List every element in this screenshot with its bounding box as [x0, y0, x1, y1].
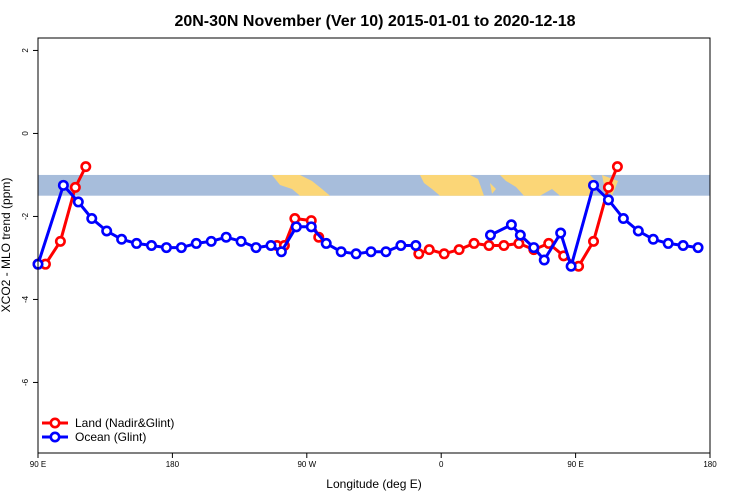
data-point	[335, 246, 347, 258]
data-point	[72, 196, 84, 208]
data-point	[116, 233, 128, 245]
data-point	[365, 246, 377, 258]
data-point	[423, 244, 435, 256]
band-land	[420, 174, 484, 196]
data-point	[528, 242, 540, 254]
y-axis-label: XCO2 - MLO trend (ppm)	[0, 178, 13, 313]
y-tick-label: 2	[21, 48, 30, 53]
data-point	[80, 161, 92, 173]
data-point	[395, 240, 407, 252]
y-tick-label: -2	[21, 212, 30, 220]
legend-item: Ocean (Glint)	[42, 430, 146, 444]
data-point	[438, 248, 450, 260]
data-point	[662, 237, 674, 249]
data-point	[514, 229, 526, 241]
legend-label: Ocean (Glint)	[75, 430, 146, 444]
legend-marker	[49, 431, 61, 443]
data-point	[611, 161, 623, 173]
data-point	[350, 248, 362, 260]
x-tick-label: 180	[703, 460, 717, 469]
data-point	[565, 260, 577, 272]
x-tick-label: 0	[439, 460, 444, 469]
data-point	[632, 225, 644, 237]
data-point	[101, 225, 113, 237]
y-axis: 2 0 -2 -4 -6	[21, 48, 38, 386]
data-point	[160, 242, 172, 254]
series-ocean	[32, 179, 704, 272]
series-line	[489, 183, 699, 268]
data-point	[588, 179, 600, 191]
y-tick-label: -6	[21, 378, 30, 386]
data-point	[677, 240, 689, 252]
data-point	[555, 227, 567, 239]
x-tick-label: 90 E	[567, 460, 583, 469]
x-tick-label: 180	[166, 460, 180, 469]
band-land	[272, 174, 330, 196]
x-axis-label: Longitude (deg E)	[326, 477, 421, 491]
data-point	[205, 235, 217, 247]
map-band	[38, 174, 710, 196]
legend: Land (Nadir&Glint)Ocean (Glint)	[42, 416, 174, 444]
data-point	[250, 242, 262, 254]
band-land	[500, 174, 598, 196]
data-point	[145, 240, 157, 252]
y-tick-label: 0	[21, 131, 30, 136]
data-point	[513, 237, 525, 249]
band-land	[312, 189, 326, 196]
data-point	[484, 229, 496, 241]
data-point	[235, 235, 247, 247]
data-point	[602, 181, 614, 193]
band-land	[490, 182, 496, 194]
data-point	[54, 235, 66, 247]
data-point	[57, 179, 69, 191]
data-point	[220, 231, 232, 243]
data-point	[617, 213, 629, 225]
plot-frame	[37, 37, 711, 454]
data-point	[410, 240, 422, 252]
data-point	[453, 244, 465, 256]
chart-title: 20N-30N November (Ver 10) 2015-01-01 to …	[174, 13, 575, 30]
data-point	[305, 221, 317, 233]
y-tick-label: -4	[21, 295, 30, 303]
data-point	[265, 240, 277, 252]
x-tick-label: 90 E	[30, 460, 46, 469]
legend-label: Land (Nadir&Glint)	[75, 416, 174, 430]
data-point	[498, 240, 510, 252]
data-point	[86, 213, 98, 225]
data-point	[289, 213, 301, 225]
data-point	[647, 233, 659, 245]
data-point	[468, 237, 480, 249]
data-point	[692, 242, 704, 254]
data-point	[602, 194, 614, 206]
legend-item: Land (Nadir&Glint)	[42, 416, 174, 430]
x-axis: 90 E 180 90 W 0 90 E 180	[30, 453, 717, 469]
data-point	[275, 246, 287, 258]
data-point	[190, 237, 202, 249]
legend-marker	[49, 417, 61, 429]
x-tick-label: 90 W	[297, 460, 316, 469]
data-point	[69, 181, 81, 193]
data-point	[320, 237, 332, 249]
data-point	[380, 246, 392, 258]
data-point	[175, 242, 187, 254]
data-point	[588, 235, 600, 247]
data-point	[290, 221, 302, 233]
data-point	[483, 240, 495, 252]
data-point	[538, 254, 550, 266]
data-point	[131, 237, 143, 249]
data-point	[505, 219, 517, 231]
